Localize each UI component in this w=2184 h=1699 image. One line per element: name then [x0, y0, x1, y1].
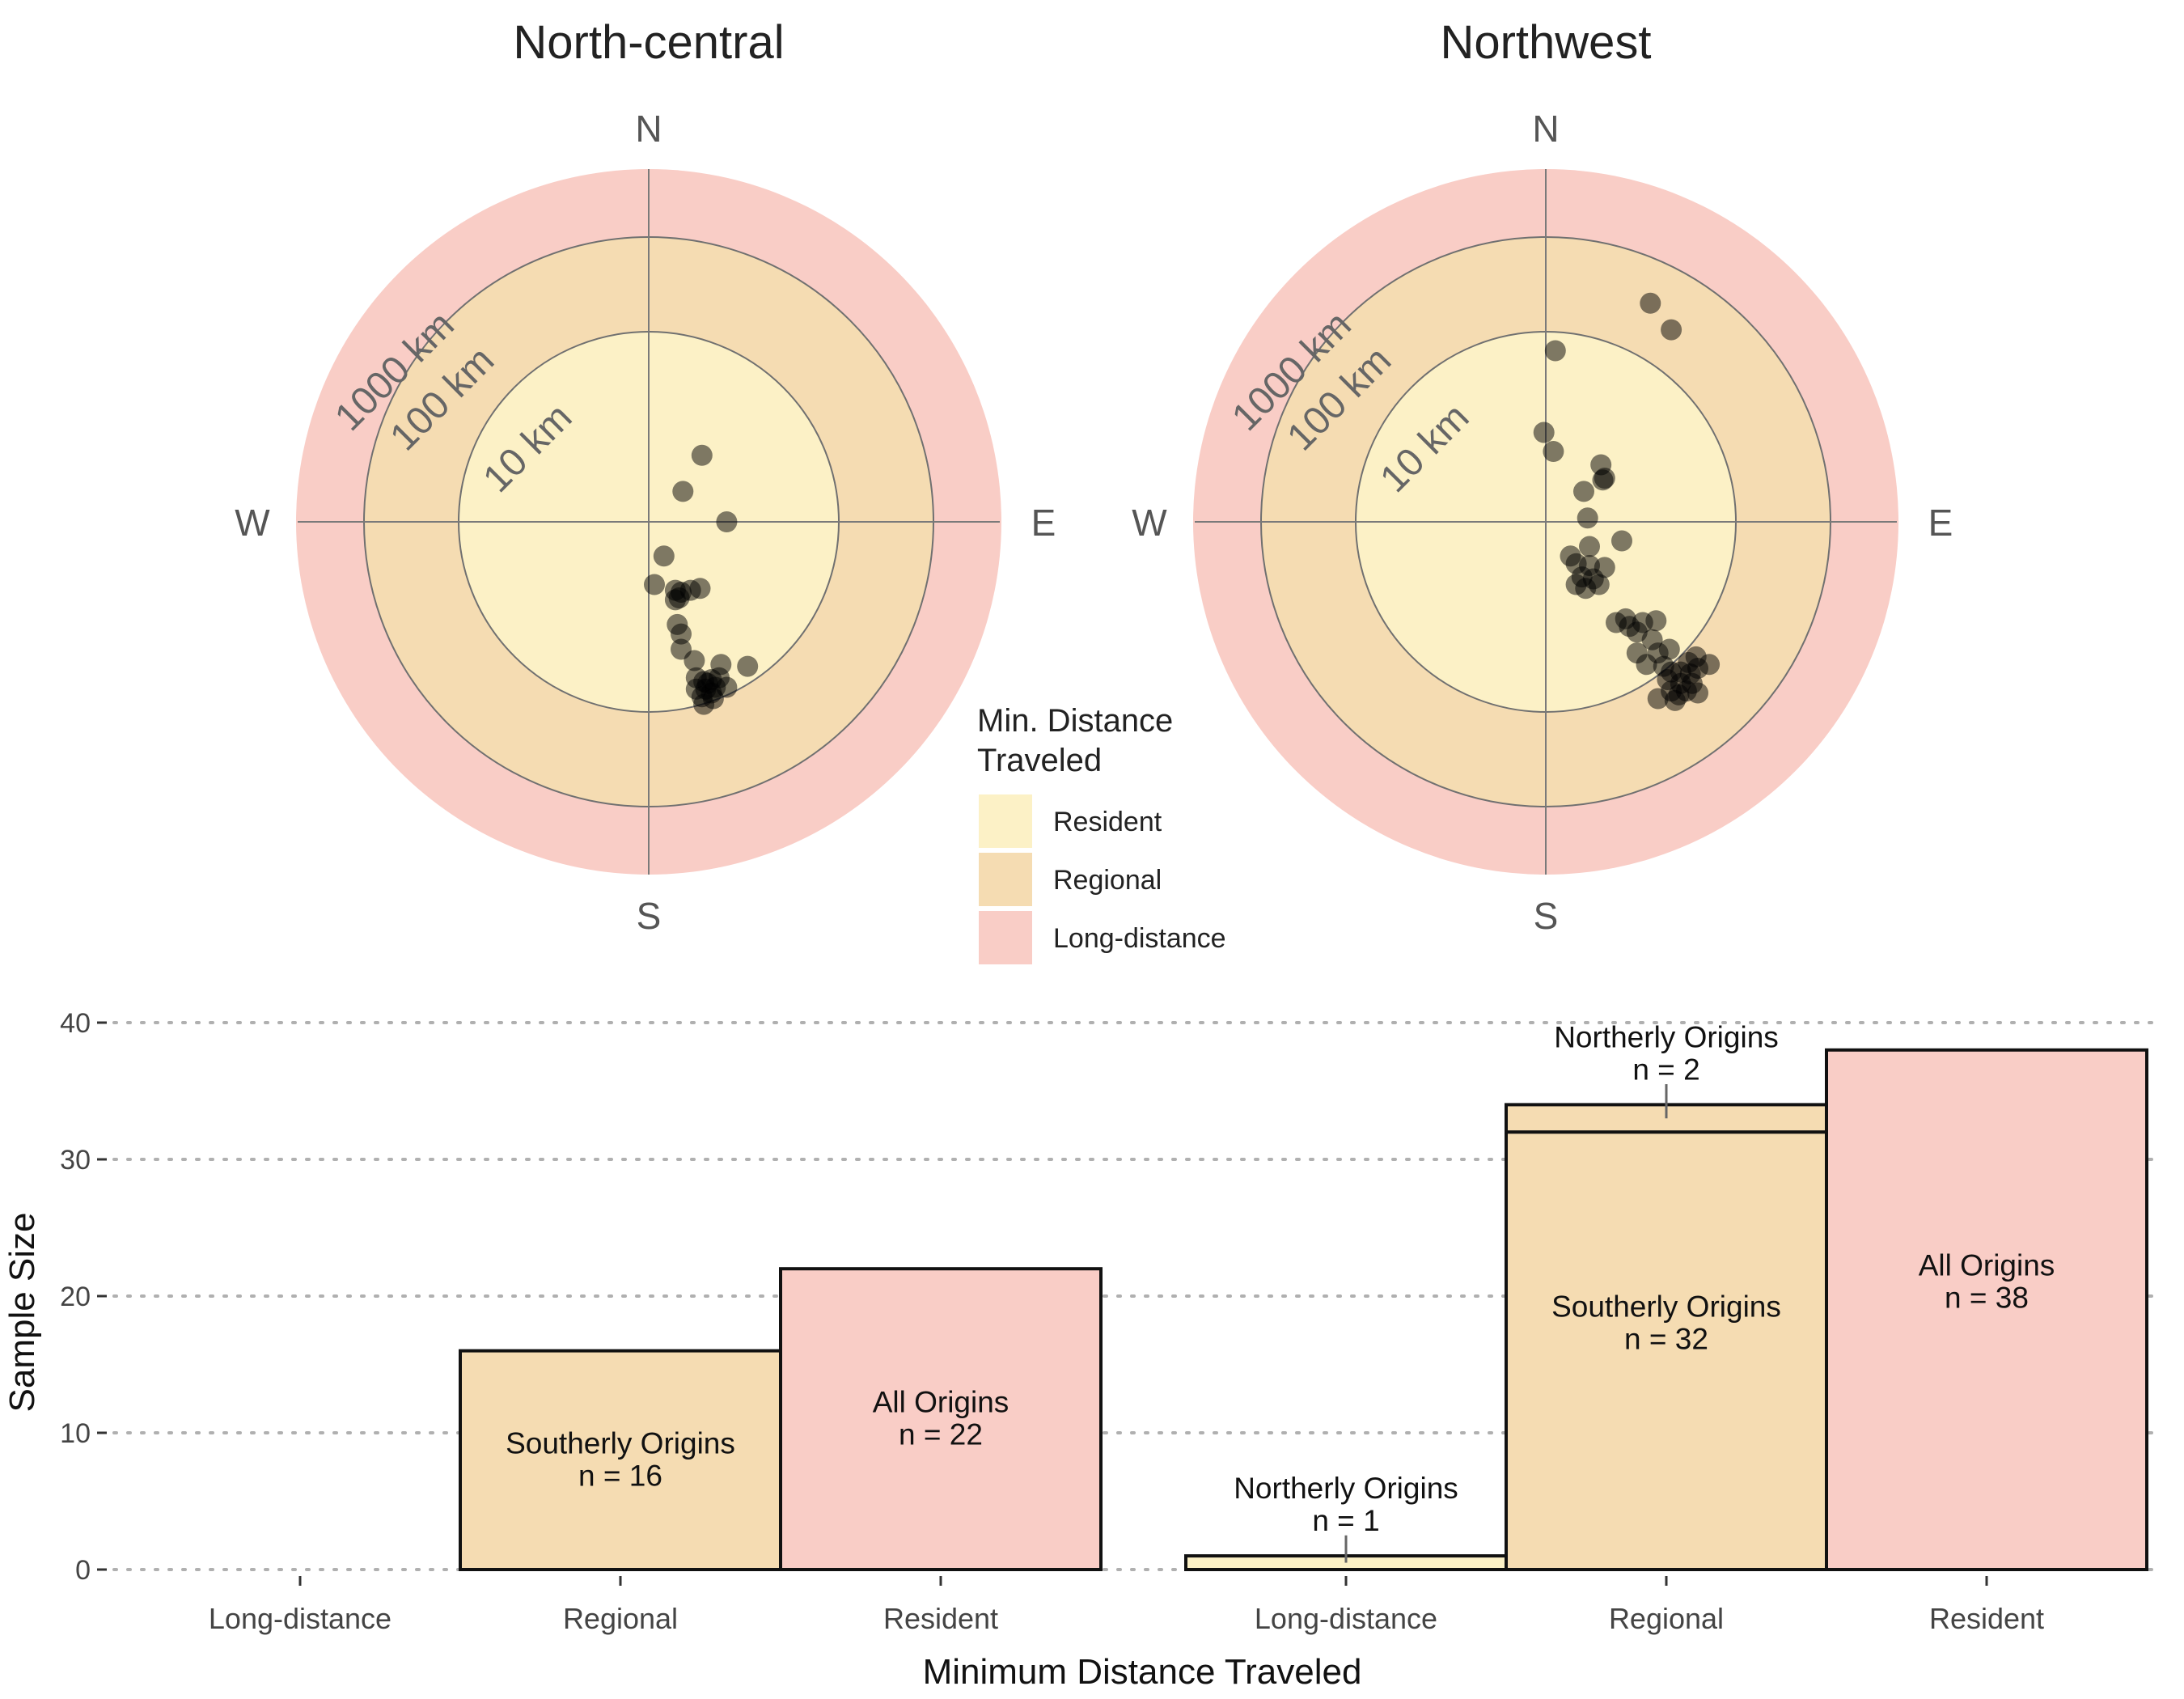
legend-swatch-regional [979, 853, 1032, 906]
compass-s: S [637, 895, 662, 937]
bar-annotation-count: n = 1 [1312, 1504, 1379, 1537]
legend-title-line1: Min. Distance [977, 703, 1173, 739]
bar-annotation-label: Southerly Origins [506, 1426, 735, 1460]
y-tick-label: 30 [60, 1145, 91, 1176]
x-tick-label: Resident [1929, 1602, 2044, 1635]
data-point [1579, 536, 1600, 557]
bar-annotation-label: Southerly Origins [1551, 1290, 1781, 1323]
data-point [672, 481, 694, 502]
legend-title-line2: Traveled [977, 743, 1102, 778]
data-point [1661, 319, 1682, 341]
compass-n: N [1532, 108, 1559, 150]
legend: Min. Distance Traveled Resident Regional L… [977, 703, 1226, 964]
data-point [1687, 682, 1708, 704]
bar-segment [779, 1267, 1103, 1571]
data-point [1645, 610, 1667, 632]
data-point [689, 578, 711, 600]
data-point [1640, 292, 1661, 314]
bar-annotation-count: n = 16 [578, 1459, 662, 1492]
compass-e: E [1928, 502, 1953, 544]
bar-annotation-count: n = 32 [1624, 1322, 1708, 1355]
data-point [644, 574, 665, 595]
data-point [671, 623, 692, 645]
bar-annotation-count: n = 38 [1945, 1282, 2029, 1315]
data-point [691, 444, 713, 466]
legend-label: Long-distance [1053, 923, 1226, 954]
data-point [1544, 340, 1566, 362]
compass-s: S [1534, 895, 1559, 937]
bar-annotation-count: n = 22 [899, 1418, 983, 1451]
data-point [1636, 654, 1657, 676]
x-tick-label: Long-distance [209, 1602, 392, 1635]
x-tick-label: Long-distance [1255, 1602, 1437, 1635]
y-tick-label: 40 [60, 1008, 91, 1039]
polar-title: Northwest [1440, 16, 1651, 69]
y-tick-label: 20 [60, 1282, 91, 1312]
compass-n: N [635, 108, 662, 150]
data-point [1573, 481, 1594, 502]
data-point [737, 655, 759, 677]
x-tick-label: Regional [563, 1602, 678, 1635]
compass-e: E [1031, 502, 1056, 544]
bar-annotation-label: All Origins [1919, 1249, 2055, 1282]
bar-segment [1505, 1130, 1828, 1571]
x-tick-label: Regional [1609, 1602, 1724, 1635]
bar-annotation-count: n = 2 [1632, 1053, 1699, 1086]
legend-label: Resident [1053, 807, 1162, 837]
y-tick-label: 10 [60, 1418, 91, 1449]
data-point [684, 650, 705, 672]
data-point [1533, 422, 1555, 443]
y-tick-label: 0 [75, 1555, 91, 1586]
bar-annotation-label: All Origins [873, 1386, 1009, 1419]
data-point [700, 682, 722, 704]
data-point [653, 545, 675, 567]
data-point [668, 587, 690, 608]
data-point [716, 511, 738, 532]
data-point [1611, 530, 1632, 552]
bar-segment [459, 1349, 782, 1571]
bar-annotation-label: Northerly Origins [1554, 1020, 1779, 1053]
bar-annotation-label: Northerly Origins [1234, 1472, 1458, 1505]
legend-swatch-long-distance [979, 911, 1032, 964]
data-point [1588, 574, 1610, 595]
compass-w: W [1132, 502, 1167, 544]
data-point [1664, 689, 1686, 711]
data-point [1577, 507, 1598, 529]
compass-w: W [235, 502, 270, 544]
y-axis-title: Sample Size [2, 1212, 42, 1412]
data-point [1658, 638, 1680, 660]
legend-swatch-resident [979, 794, 1032, 848]
data-point [1647, 688, 1669, 710]
x-axis-title: Minimum Distance Traveled [923, 1652, 1362, 1692]
legend-label: Regional [1053, 865, 1162, 896]
data-point [1699, 654, 1721, 676]
bar-segment [1825, 1048, 2148, 1572]
x-tick-label: Resident [883, 1602, 998, 1635]
polar-title: North-central [513, 16, 784, 69]
data-point [1592, 469, 1614, 491]
data-point [1543, 441, 1564, 462]
bar-chart: 0 10 20 30 40 Long-distance Regional Resident Lo… [2, 1008, 2153, 1692]
